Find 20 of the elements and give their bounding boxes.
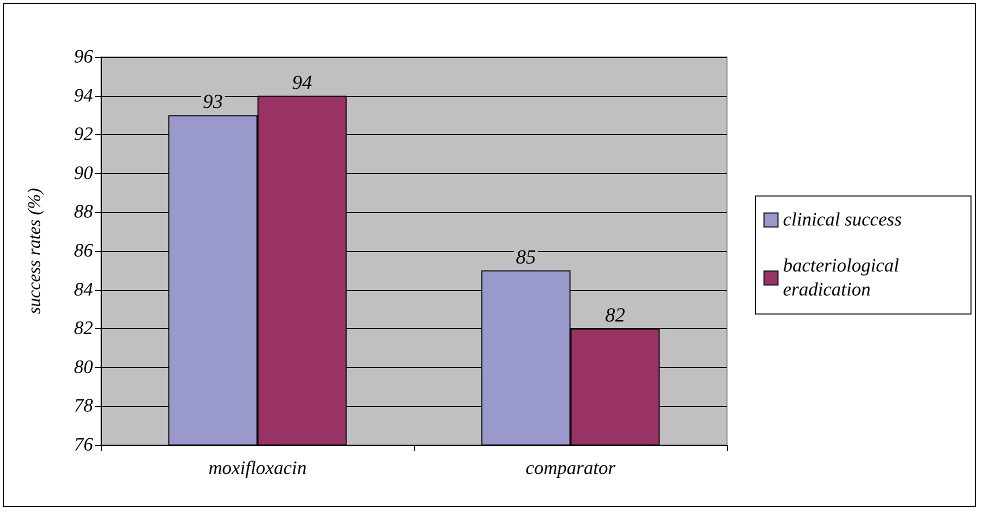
x-tick-label: comparator bbox=[526, 458, 616, 479]
legend-label: clinical success bbox=[783, 210, 902, 230]
x-tick-label: moxifloxacin bbox=[208, 458, 307, 479]
y-tick-label: 82 bbox=[74, 318, 94, 340]
y-tick-label: 92 bbox=[74, 124, 94, 146]
y-tick-label: 76 bbox=[74, 434, 94, 456]
y-tick-label: 96 bbox=[74, 46, 94, 68]
data-label: 82 bbox=[605, 304, 626, 327]
y-tick-label: 80 bbox=[74, 356, 94, 378]
data-label: 94 bbox=[292, 72, 312, 94]
y-tick-label: 88 bbox=[74, 202, 94, 223]
y-tick-label: 86 bbox=[74, 240, 94, 262]
data-label: 85 bbox=[516, 246, 536, 268]
y-axis-title: success rates (%) bbox=[24, 188, 44, 314]
legend-label: bacteriological eradication bbox=[783, 256, 904, 300]
data-label: 93 bbox=[202, 91, 223, 114]
y-tick-label: 84 bbox=[74, 279, 94, 300]
y-tick-label: 78 bbox=[74, 396, 94, 417]
y-tick-label: 94 bbox=[74, 85, 94, 106]
y-tick-label: 90 bbox=[74, 162, 94, 184]
